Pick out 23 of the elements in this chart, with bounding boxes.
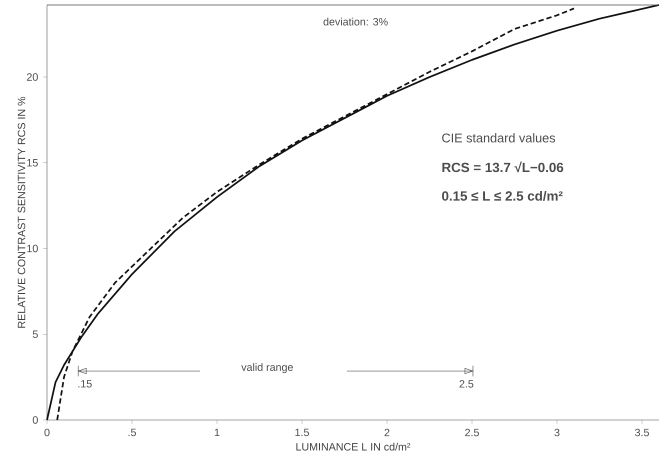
x-tick-label: .5 [128,428,136,436]
y-tick-label: 5 [32,330,38,338]
annotation: RCS = 13.7 √L−0.06 [442,161,564,172]
line-series [46,4,659,421]
annotation: 0.15 ≤ L ≤ 2.5 cd/m² [442,190,563,201]
y-tick-label: 10 [27,244,38,252]
y-axis-title: RELATIVE CONTRAST SENSITIVITY RCS IN % [18,96,26,328]
x-axis-title: LUMINANCE L IN cd/m² [296,442,410,451]
annotation: .15 [78,380,92,388]
y-tick-label: 20 [26,73,38,81]
annotation: deviation: 3% [324,18,388,26]
annotation: 2.5 [460,380,474,388]
x-tick-label: 2.5 [465,428,479,436]
y-tick-label: 15 [27,159,38,166]
x-tick-label: 3.5 [634,428,649,436]
x-tick-label: 1 [214,428,220,436]
x-tick-label: 3 [554,428,560,436]
x-tick-label: 1.5 [295,428,309,436]
x-tick-label: 0 [44,428,50,436]
y-tick-label: 0 [32,416,38,424]
annotation: valid range [241,363,293,374]
x-tick-label: 2 [384,428,390,436]
annotation: CIE standard values [442,133,556,142]
